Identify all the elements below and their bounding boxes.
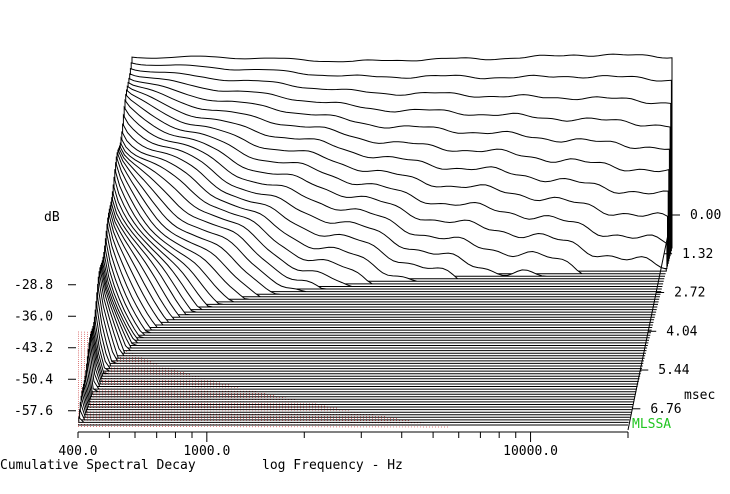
floor-hatch-line [77,407,339,409]
time-tick-label: 1.32 [682,247,713,262]
decay-slice [89,337,638,387]
decay-slice [110,201,655,318]
time-tick-labels: 0.00 1.32 2.72 4.04 5.44 6.76 [632,208,721,417]
decay-slice [86,356,636,395]
decay-slice [80,395,631,416]
decay-slice [97,276,645,359]
time-tick-label: 6.76 [650,402,681,417]
x-tick-labels: 400.0 1000.0 10000.0 [58,444,558,459]
decay-slice [83,383,633,408]
decay-slice [119,142,663,287]
time-tick-label: 4.04 [666,324,697,339]
decay-slice [87,349,637,393]
y-tick-label: -36.0 [14,309,53,324]
decay-slice [86,363,635,398]
decay-slice [104,238,651,336]
decay-slice [99,267,646,354]
decay-slice [98,271,646,357]
floor-hatch [77,331,451,428]
y-tick-label: -43.2 [14,341,53,356]
decay-slices [78,53,673,426]
floor-hatch-line [77,426,451,428]
time-tick-label: 0.00 [690,208,721,223]
decay-slice [92,325,641,377]
x-tick-label: 1000.0 [183,444,230,459]
y-tick-label: -28.8 [14,278,53,293]
decay-slice [90,333,639,385]
decay-slice [88,342,637,390]
x-tick-label: 10000.0 [503,444,558,459]
decay-slice [93,316,642,372]
floor-hatch-line [77,344,117,346]
decay-slice [97,283,644,362]
decay-slice [105,230,651,334]
x-tick-label: 400.0 [58,444,97,459]
decay-slice [94,309,642,370]
decay-slice [102,256,649,344]
y-tick-label: -50.4 [14,372,53,387]
decay-slice [119,145,662,290]
time-tick-label: 2.72 [674,286,705,301]
decay-slice [79,401,630,418]
chart-caption: Cumulative Spectral Decay [0,458,196,473]
floor-hatch-line [77,394,276,396]
floor-hatch-line [77,384,231,386]
decay-slice [103,251,649,341]
decay-slice [100,264,647,352]
time-unit-label: msec [684,388,715,403]
y-tick-labels: -28.8 -36.0 -43.2 -50.4 -57.6 [14,278,76,419]
decay-slice [104,245,650,339]
floor-hatch-line [77,403,317,405]
decay-slice [95,301,643,367]
x-axis-label: log Frequency - Hz [262,458,403,473]
brand-label: MLSSA [632,417,671,432]
y-axis-label: dB [44,210,60,225]
axes [77,214,673,442]
time-axis-line [627,214,673,431]
floor-hatch-line [77,405,328,407]
floor-hatch-line [77,417,398,419]
decay-slice [93,322,641,375]
decay-slice [90,330,639,382]
decay-slice [83,380,634,405]
decay-slice [91,328,640,380]
decay-slice [107,217,653,328]
floor-hatch-line [77,415,386,417]
decay-slice [101,262,648,349]
decay-slice [78,416,629,423]
decay-slice [82,387,632,411]
decay-slice [106,223,652,331]
decay-slice [79,409,630,421]
time-tick-label: 5.44 [658,363,689,378]
floor-hatch-line [77,392,266,394]
decay-slice [108,212,653,326]
decay-slice [85,370,635,400]
decay-slice [84,375,634,403]
decay-slice [109,205,655,321]
decay-slice [101,260,648,346]
decay-slice [81,390,632,413]
decay-slice [108,208,654,323]
y-tick-label: -57.6 [14,404,53,419]
decay-slice [96,292,644,364]
